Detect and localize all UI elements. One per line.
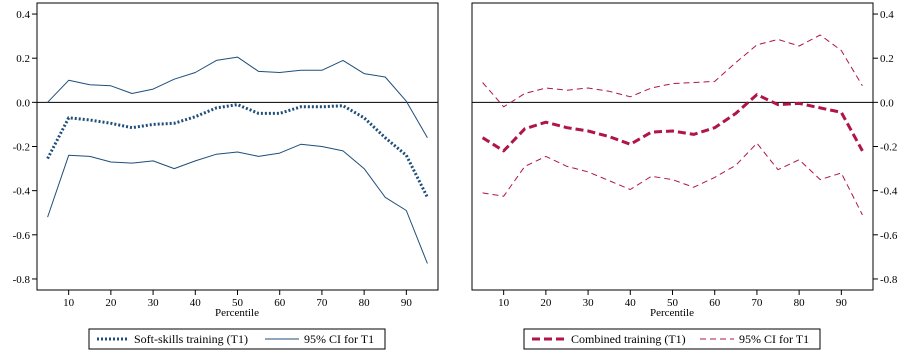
left-y-tick-label: -0.6 bbox=[13, 230, 31, 242]
left-x-tick-label: 80 bbox=[359, 297, 371, 309]
right-legend-label-0: Combined training (T1) bbox=[571, 332, 686, 346]
right-x-tick-label: 80 bbox=[794, 297, 806, 309]
left-y-tick-label: 0.4 bbox=[16, 9, 30, 21]
right-y-tick-label: -0.4 bbox=[880, 186, 898, 198]
right-x-tick-label: 70 bbox=[751, 297, 763, 309]
left-x-tick-label: 50 bbox=[232, 297, 244, 309]
right-x-tick-label: 60 bbox=[709, 297, 721, 309]
left-series-line-0 bbox=[46, 103, 429, 198]
left-legend-label-1: 95% CI for T1 bbox=[304, 332, 374, 346]
right-chart-panel: 10 20 30 40 50 60 70 80 90 -0.8 -0.6 -0.4 -0.2 0.0 0.2… bbox=[471, 2, 898, 350]
right-legend-label-1: 95% CI for T1 bbox=[739, 332, 809, 346]
left-y-tick-label: -0.2 bbox=[13, 142, 30, 154]
right-y-tick-label: 0.0 bbox=[880, 97, 894, 109]
right-y-tick-label: -0.2 bbox=[880, 142, 897, 154]
right-plot-frame bbox=[471, 2, 874, 291]
right-legend-box bbox=[523, 328, 821, 350]
left-x-tick-label: 70 bbox=[316, 297, 328, 309]
left-y-tick-label: 0.0 bbox=[16, 97, 30, 109]
right-x-tick-label: 40 bbox=[625, 297, 637, 309]
left-legend-label-0: Soft-skills training (T1) bbox=[134, 332, 248, 346]
left-y-tick-label: 0.2 bbox=[16, 53, 30, 65]
left-x-tick-label: 40 bbox=[190, 297, 202, 309]
right-x-tick-label: 10 bbox=[498, 297, 510, 309]
left-x-tick-label: 60 bbox=[274, 297, 286, 309]
left-legend-box bbox=[88, 328, 386, 350]
left-x-tick-label: 10 bbox=[63, 297, 75, 309]
left-x-tick-label: 20 bbox=[105, 297, 117, 309]
right-y-tick-label: -0.6 bbox=[880, 230, 898, 242]
right-x-tick-label: 30 bbox=[583, 297, 595, 309]
left-x-tick-label: 90 bbox=[401, 297, 413, 309]
left-series-line-2 bbox=[47, 143, 428, 264]
left-chart-panel: 10 20 30 40 50 60 70 80 90 -0.8 -0.6 -0.4 -0.2 0.0 0.2… bbox=[13, 2, 439, 350]
left-x-tick-label: 30 bbox=[148, 297, 160, 309]
right-y-tick-label: -0.8 bbox=[880, 274, 898, 286]
left-plot-frame bbox=[36, 2, 439, 291]
right-series-line-1 bbox=[482, 34, 863, 108]
left-x-axis-label: Percentile bbox=[215, 307, 259, 319]
left-y-tick-label: -0.4 bbox=[13, 186, 31, 198]
right-x-tick-label: 90 bbox=[836, 297, 848, 309]
left-series-line-1 bbox=[47, 56, 428, 138]
right-x-tick-label: 20 bbox=[540, 297, 552, 309]
right-y-tick-label: 0.4 bbox=[880, 9, 894, 21]
right-x-tick-label: 50 bbox=[667, 297, 679, 309]
right-x-axis-label: Percentile bbox=[650, 307, 694, 319]
right-y-tick-label: 0.2 bbox=[880, 53, 894, 65]
right-series-line-0 bbox=[481, 93, 864, 153]
left-y-tick-label: -0.8 bbox=[13, 274, 31, 286]
right-series-line-2 bbox=[482, 142, 863, 216]
